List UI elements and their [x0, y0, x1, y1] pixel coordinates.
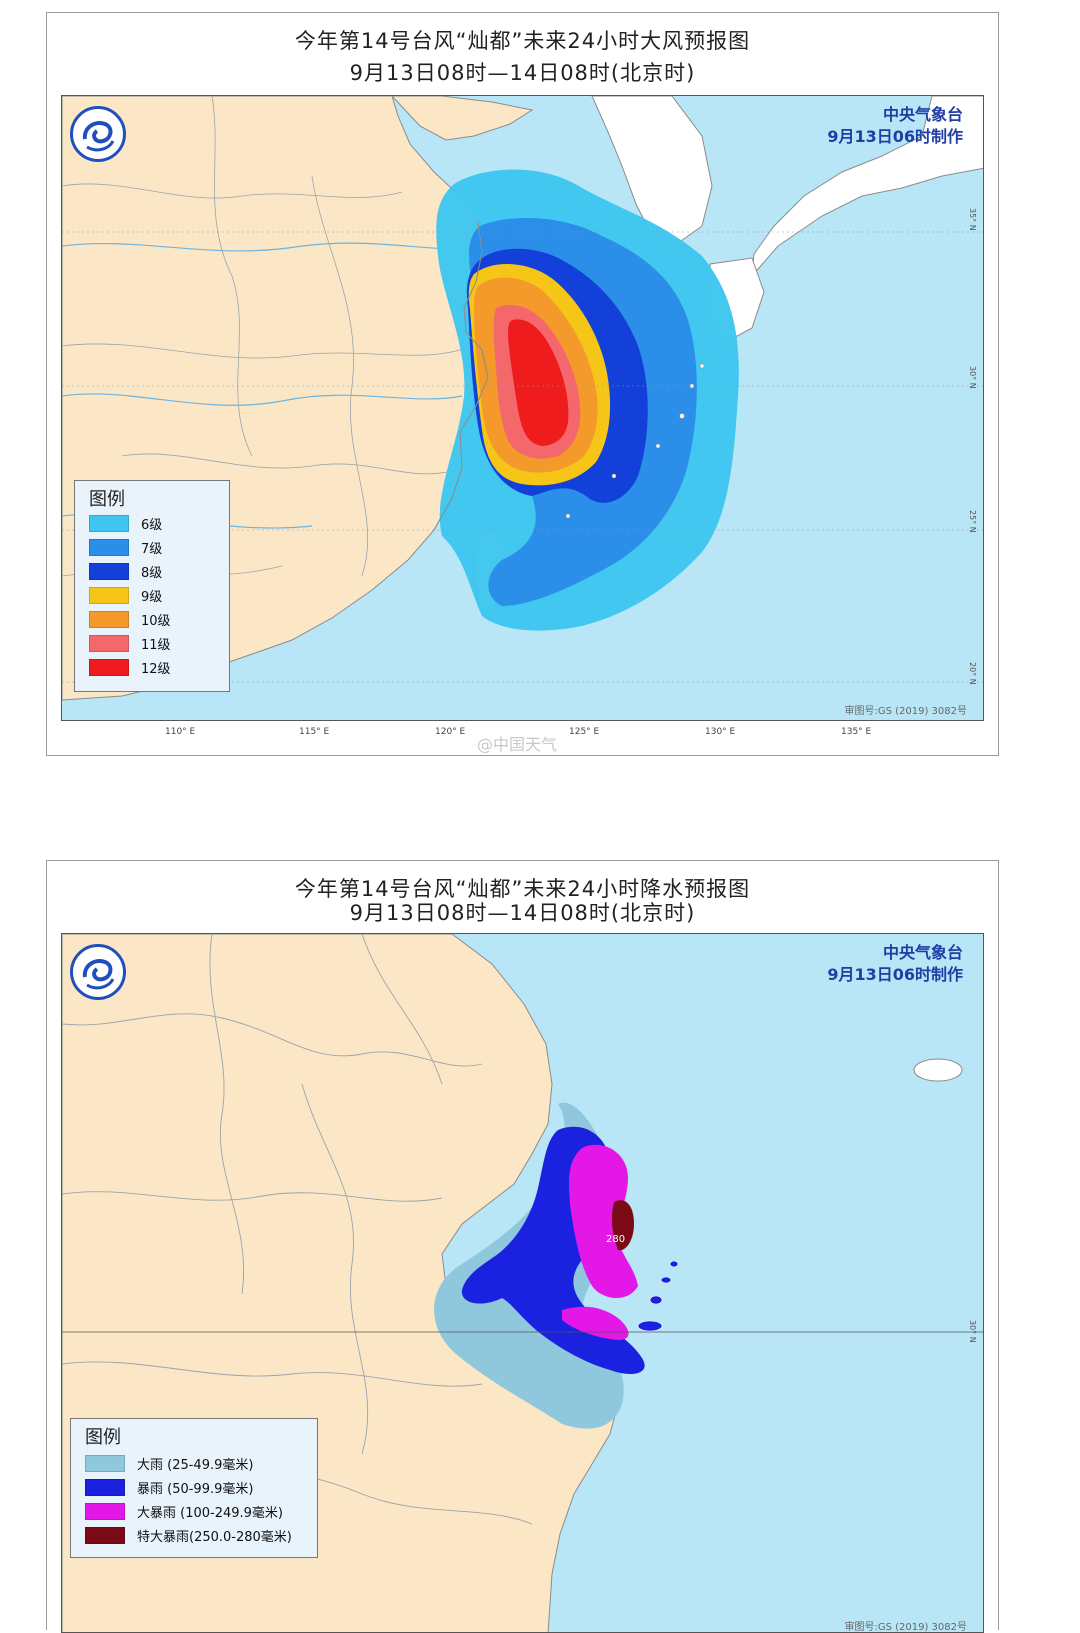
lat-label: 35° N [968, 208, 977, 231]
wind-legend-label: 7级 [141, 541, 163, 557]
rain-map-title: 今年第14号台风“灿都”未来24小时降水预报图 [294, 877, 751, 901]
wind-legend-label: 11级 [141, 637, 171, 653]
wind-legend-swatch [89, 658, 129, 676]
wind-legend-item: 8级 [89, 561, 162, 581]
cma-logo-icon [70, 944, 126, 1000]
lat-label: 25° N [968, 510, 977, 533]
rain-legend-item: 大暴雨 (100-249.9毫米) [85, 1501, 283, 1521]
wind-map-title: 今年第14号台风“灿都”未来24小时大风预报图 [294, 29, 751, 53]
lon-label: 135° E [841, 727, 872, 737]
wind-approval-number: 审图号:GS (2019) 3082号 [844, 706, 967, 717]
lon-label: 115° E [299, 727, 330, 737]
weibo-watermark: @中国天气 [477, 735, 558, 754]
rain-legend-swatch [85, 1526, 125, 1544]
wind-issued: 9月13日06时制作 [827, 127, 963, 146]
east-china-coastline [433, 221, 489, 531]
rain-legend-item: 暴雨 (50-99.9毫米) [85, 1477, 253, 1497]
rain-legend-item: 特大暴雨(250.0-280毫米) [85, 1525, 292, 1545]
province-borders [62, 934, 533, 1525]
jeju-island [913, 1058, 963, 1082]
rain-approval-number: 审图号:GS (2019) 3082号 [844, 1622, 967, 1633]
wind-agency: 中央气象台 [882, 105, 963, 124]
rain-legend-label: 大雨 (25-49.9毫米) [137, 1457, 254, 1473]
lon-label: 120° E [435, 727, 466, 737]
rain-map-subtitle: 9月13日08时—14日08时(北京时) [349, 901, 696, 925]
wind-legend-item: 11级 [89, 633, 171, 653]
rain-legend-label: 特大暴雨(250.0-280毫米) [137, 1529, 292, 1545]
rain-zone-extreme-rainstorm [611, 1200, 634, 1251]
rain-agency: 中央气象台 [882, 943, 963, 962]
wind-legend-swatch [89, 634, 129, 652]
rain-legend: 图例 大雨 (25-49.9毫米) 暴雨 (50-99.9毫米) 大暴雨 (100-… [70, 1418, 318, 1558]
wind-legend-swatch [89, 610, 129, 628]
rain-max-label: 280 [606, 1234, 626, 1245]
rain-legend-label: 大暴雨 (100-249.9毫米) [137, 1505, 283, 1521]
lat-label: 30° N [968, 366, 977, 389]
wind-legend-item: 9级 [89, 585, 162, 605]
wind-zone-12 [508, 319, 569, 446]
wind-map: 中央气象台 9月13日06时制作 35° N 30° N 25° N 20° N… [61, 95, 984, 721]
rain-legend-item: 大雨 (25-49.9毫米) [85, 1453, 253, 1473]
rain-agency-block: 中央气象台 9月13日06时制作 [827, 942, 963, 986]
lat-label: 20° N [968, 662, 977, 685]
cma-logo-icon [70, 106, 126, 162]
wind-legend-label: 8级 [141, 565, 163, 581]
rain-forecast-panel: 今年第14号台风“灿都”未来24小时降水预报图 9月13日08时—14日08时(… [46, 860, 999, 1633]
rain-issued: 9月13日06时制作 [827, 965, 963, 984]
lon-label: 110° E [165, 727, 196, 737]
wind-legend-item: 7级 [89, 537, 162, 557]
rain-zone-heavy-rainstorm [569, 1144, 638, 1299]
wind-legend-label: 6级 [141, 517, 163, 533]
wind-legend-swatch [89, 586, 129, 604]
lon-label: 130° E [705, 727, 736, 737]
rain-legend-swatch [85, 1502, 125, 1520]
wind-legend-item: 10级 [89, 609, 171, 629]
wind-legend: 图例 6级 7级 8级 9级 10级 11级 12级 [74, 480, 230, 692]
rain-legend-label: 暴雨 (50-99.9毫米) [137, 1481, 254, 1497]
wind-legend-swatch [89, 562, 129, 580]
shandong-peninsula [391, 96, 534, 141]
lat-label: 30° N [968, 1320, 977, 1343]
wind-forecast-panel: 今年第14号台风“灿都”未来24小时大风预报图 9月13日08时—14日08时(… [46, 12, 999, 756]
rain-map: 280 中央气象台 9月13日06时制作 30° N 审图号:GS (2019)… [61, 933, 984, 1633]
wind-legend-swatch [89, 514, 129, 532]
graticule [62, 231, 983, 683]
wind-map-canvas [62, 96, 983, 720]
japan-islands [751, 96, 983, 278]
wind-legend-item: 12级 [89, 657, 171, 677]
wind-legend-label: 10级 [141, 613, 171, 629]
wind-legend-label: 12级 [141, 661, 171, 677]
wind-legend-title: 图例 [89, 489, 125, 510]
wind-legend-item: 6级 [89, 513, 162, 533]
wind-legend-label: 9级 [141, 589, 163, 605]
wind-agency-block: 中央气象台 9月13日06时制作 [827, 104, 963, 148]
rain-legend-title: 图例 [85, 1427, 121, 1448]
lon-label: 125° E [569, 727, 600, 737]
rain-legend-swatch [85, 1454, 125, 1472]
rain-legend-swatch [85, 1478, 125, 1496]
zhoushan-islands [637, 1260, 679, 1332]
wind-map-subtitle: 9月13日08时—14日08时(北京时) [349, 61, 696, 85]
wind-legend-swatch [89, 538, 129, 556]
